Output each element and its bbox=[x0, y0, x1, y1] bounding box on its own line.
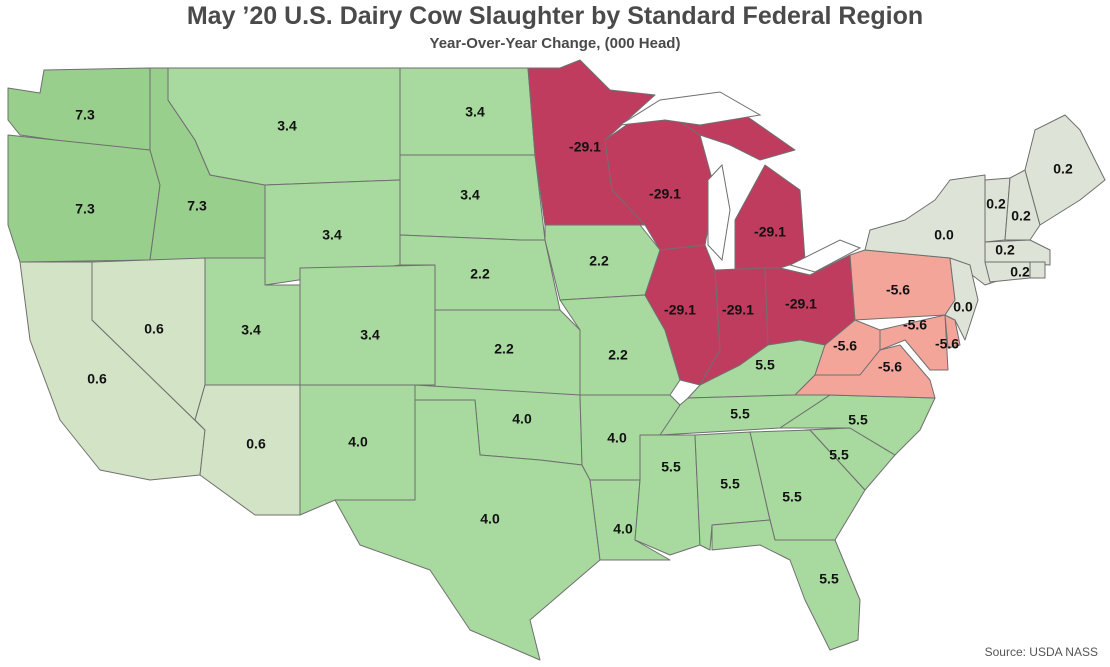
label-mo: 2.2 bbox=[608, 347, 628, 363]
label-co: 3.4 bbox=[360, 327, 380, 343]
label-ok: 4.0 bbox=[512, 411, 532, 427]
label-nm: 4.0 bbox=[348, 434, 368, 450]
state-tx[interactable] bbox=[334, 399, 601, 661]
label-tn: 5.5 bbox=[730, 406, 750, 422]
label-oh: -29.1 bbox=[785, 296, 817, 312]
label-vt: 0.2 bbox=[986, 196, 1006, 212]
label-ks: 2.2 bbox=[494, 341, 514, 357]
lake-michigan bbox=[707, 163, 731, 262]
state-nm[interactable] bbox=[299, 384, 416, 516]
label-de: -5.6 bbox=[935, 336, 959, 352]
label-ut: 3.4 bbox=[241, 322, 261, 338]
label-wa: 7.3 bbox=[75, 107, 95, 123]
label-wv: -5.6 bbox=[833, 338, 857, 354]
label-ms: 5.5 bbox=[661, 459, 681, 475]
label-wy: 3.4 bbox=[322, 227, 342, 243]
label-me: 0.2 bbox=[1053, 161, 1073, 177]
state-ms[interactable] bbox=[634, 434, 701, 556]
label-nj: 0.0 bbox=[953, 299, 973, 315]
lake-superior bbox=[619, 91, 762, 126]
label-ia: 2.2 bbox=[589, 253, 609, 269]
source-note: Source: USDA NASS bbox=[984, 645, 1098, 659]
label-in: -29.1 bbox=[722, 302, 754, 318]
label-sd: 3.4 bbox=[460, 187, 480, 203]
label-or: 7.3 bbox=[75, 201, 95, 217]
label-ne: 2.2 bbox=[470, 266, 490, 282]
label-ga: 5.5 bbox=[782, 489, 802, 505]
label-ma: 0.2 bbox=[995, 242, 1015, 258]
label-nc: 5.5 bbox=[848, 412, 868, 428]
label-il: -29.1 bbox=[664, 302, 696, 318]
label-nd: 3.4 bbox=[465, 104, 485, 120]
state-ma[interactable] bbox=[984, 239, 1051, 266]
state-me[interactable] bbox=[1024, 114, 1106, 226]
state-nh[interactable] bbox=[1004, 169, 1041, 241]
label-wi: -29.1 bbox=[649, 186, 681, 202]
label-id: 7.3 bbox=[187, 198, 207, 214]
map-title: May ’20 U.S. Dairy Cow Slaughter by Stan… bbox=[186, 2, 924, 30]
label-nh: 0.2 bbox=[1011, 208, 1031, 224]
label-mn: -29.1 bbox=[569, 139, 601, 155]
label-mt: 3.4 bbox=[277, 118, 297, 134]
label-sc: 5.5 bbox=[829, 447, 849, 463]
state-or[interactable] bbox=[7, 134, 161, 263]
state-nj[interactable] bbox=[944, 257, 979, 341]
label-fl: 5.5 bbox=[819, 571, 839, 587]
label-az: 0.6 bbox=[246, 436, 266, 452]
label-ky: 5.5 bbox=[755, 357, 775, 373]
state-la[interactable] bbox=[589, 479, 671, 561]
label-ar: 4.0 bbox=[607, 430, 627, 446]
label-nv: 0.6 bbox=[144, 321, 164, 337]
label-mi: -29.1 bbox=[754, 224, 786, 240]
label-pa: -5.6 bbox=[886, 282, 910, 298]
state-ri[interactable] bbox=[1029, 261, 1046, 279]
label-ny: 0.0 bbox=[934, 227, 954, 243]
label-al: 5.5 bbox=[720, 476, 740, 492]
label-ct: 0.2 bbox=[1010, 264, 1030, 280]
label-tx: 4.0 bbox=[480, 511, 500, 527]
state-mi[interactable] bbox=[734, 164, 806, 271]
state-co[interactable] bbox=[299, 264, 436, 386]
state-va[interactable] bbox=[794, 344, 936, 399]
state-fl[interactable] bbox=[711, 519, 861, 651]
label-ca: 0.6 bbox=[87, 371, 107, 387]
map-subtitle: Year-Over-Year Change, (000 Head) bbox=[429, 35, 681, 52]
label-la: 4.0 bbox=[613, 521, 633, 537]
label-md: -5.6 bbox=[903, 317, 927, 333]
label-va: -5.6 bbox=[878, 359, 902, 375]
lake-erie bbox=[788, 239, 862, 273]
